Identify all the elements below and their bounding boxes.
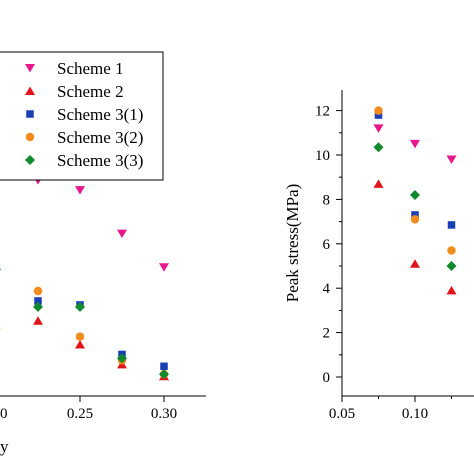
- legend: Scheme 1 Scheme 2 Scheme 3(1) Scheme 3(2) Sc…: [0, 51, 164, 181]
- left-data-point: [0, 268, 1, 271]
- legend-label: Scheme 3(3): [57, 151, 143, 170]
- right-data-point: [447, 221, 456, 229]
- right-y-tick-label: 8: [323, 192, 331, 208]
- left-data-point: [33, 301, 43, 312]
- right-x-tick-labels: 0.05 0.10: [329, 406, 428, 422]
- right-data-point: [410, 189, 420, 200]
- right-data-point: [411, 211, 419, 219]
- right-data-point: [374, 106, 383, 115]
- right-data-point: [446, 285, 457, 295]
- right-data-point: [446, 261, 457, 271]
- legend-marker: [25, 64, 35, 73]
- left-x-ticks: [79, 396, 165, 402]
- right-y-tick-label: 12: [315, 104, 330, 120]
- left-data-point: [159, 263, 169, 272]
- right-y-tick-labels: 0 2 4 6 8 10 12: [315, 104, 331, 386]
- left-data-point: [33, 286, 43, 296]
- right-data-point: [410, 259, 420, 268]
- left-data-point: [75, 301, 85, 312]
- left-data-point: [160, 362, 168, 371]
- left-data-point: [159, 369, 169, 380]
- legend-marker: [25, 155, 35, 165]
- left-x-axis-label: y: [0, 437, 9, 456]
- legend-label: Scheme 2: [57, 82, 124, 101]
- right-y-axis-label: Peak stress(MPa): [283, 184, 302, 303]
- right-data-point: [447, 246, 456, 255]
- right-data-point: [410, 139, 420, 149]
- right-axes: [341, 90, 474, 397]
- right-y-tick-label: 0: [323, 370, 331, 386]
- right-y-tick-label: 4: [323, 281, 331, 297]
- right-data-point: [410, 215, 420, 224]
- right-data-point: [373, 179, 384, 188]
- legend-marker: [25, 132, 35, 142]
- left-x-tick-label: 0: [0, 406, 8, 422]
- right-y-tick-label: 10: [315, 148, 330, 164]
- legend-label: Scheme 3(2): [57, 128, 143, 147]
- legend-label: Scheme 3(1): [57, 105, 143, 124]
- right-y-ticks: [336, 110, 342, 378]
- right-data-point: [446, 155, 457, 164]
- left-data-point: [33, 316, 43, 325]
- left-x-tick-labels: 0 0.25 0.30: [0, 406, 177, 422]
- legend-marker: [26, 110, 34, 118]
- left-data-point: [117, 353, 127, 364]
- right-plot-points: [373, 106, 457, 295]
- legend-label: Scheme 1: [57, 59, 124, 78]
- left-plot-points: [0, 89, 169, 381]
- right-x-tick-label: 0.05: [329, 406, 355, 422]
- right-data-point: [373, 142, 384, 153]
- left-x-tick-label: 0.25: [67, 406, 93, 422]
- left-data-point: [75, 332, 85, 341]
- right-data-point: [374, 111, 383, 119]
- left-x-tick-label: 0.30: [151, 406, 177, 422]
- left-data-point: [117, 229, 127, 239]
- left-data-point: [34, 297, 42, 305]
- legend-marker: [25, 86, 35, 95]
- right-x-ticks: [341, 396, 452, 402]
- right-data-point: [373, 124, 384, 133]
- left-data-point: [75, 186, 85, 195]
- left-data-point: [75, 340, 85, 349]
- right-x-tick-label: 0.10: [402, 406, 428, 422]
- right-y-tick-label: 6: [323, 237, 331, 253]
- right-y-tick-label: 2: [323, 326, 331, 342]
